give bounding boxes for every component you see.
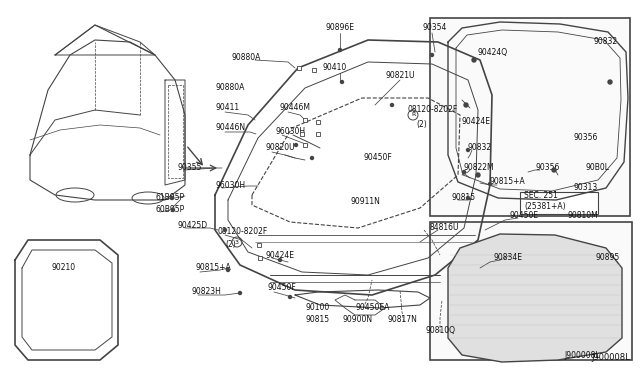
Bar bbox=[258, 256, 262, 260]
Text: 90815+A: 90815+A bbox=[490, 177, 525, 186]
Circle shape bbox=[472, 58, 476, 62]
Text: J900008L: J900008L bbox=[591, 353, 630, 362]
Text: 90821U: 90821U bbox=[385, 71, 415, 80]
Text: 90450F: 90450F bbox=[267, 283, 296, 292]
Bar bbox=[316, 120, 320, 124]
Text: 60B95P: 60B95P bbox=[155, 205, 184, 215]
Bar bbox=[430, 18, 630, 216]
Text: 90832: 90832 bbox=[594, 38, 618, 46]
Text: 90411: 90411 bbox=[215, 103, 239, 112]
Bar bbox=[257, 243, 261, 247]
Bar bbox=[520, 192, 598, 214]
Circle shape bbox=[467, 196, 470, 199]
Text: 08120-8202F: 08120-8202F bbox=[218, 228, 268, 237]
Text: 90815+A: 90815+A bbox=[195, 263, 231, 273]
Circle shape bbox=[608, 80, 612, 84]
Text: 90896E: 90896E bbox=[326, 23, 355, 32]
Bar bbox=[303, 118, 307, 122]
Text: 90100: 90100 bbox=[306, 304, 330, 312]
Text: 90815: 90815 bbox=[306, 315, 330, 324]
Text: 90B0L: 90B0L bbox=[585, 164, 609, 173]
Text: 90834E: 90834E bbox=[494, 253, 523, 263]
Circle shape bbox=[467, 148, 470, 151]
Polygon shape bbox=[448, 234, 622, 362]
Text: 61B95P: 61B95P bbox=[155, 193, 184, 202]
Text: 90822M: 90822M bbox=[464, 164, 495, 173]
Text: 90880A: 90880A bbox=[232, 54, 261, 62]
Circle shape bbox=[278, 259, 282, 262]
Text: 90817N: 90817N bbox=[387, 315, 417, 324]
Circle shape bbox=[289, 295, 291, 298]
Circle shape bbox=[170, 196, 173, 199]
Circle shape bbox=[227, 269, 230, 272]
Bar bbox=[303, 143, 307, 147]
Circle shape bbox=[310, 157, 314, 160]
Text: 90425D: 90425D bbox=[178, 221, 208, 230]
Circle shape bbox=[464, 103, 468, 107]
Bar bbox=[430, 222, 632, 360]
Text: 90895: 90895 bbox=[596, 253, 620, 263]
Circle shape bbox=[552, 168, 556, 172]
Text: 08120-8202F: 08120-8202F bbox=[408, 106, 458, 115]
Text: 90450E: 90450E bbox=[510, 211, 539, 219]
Text: (2): (2) bbox=[225, 241, 236, 250]
Circle shape bbox=[390, 103, 394, 106]
Bar bbox=[316, 132, 320, 136]
Text: 90210: 90210 bbox=[52, 263, 76, 273]
Text: 90450EA: 90450EA bbox=[356, 304, 390, 312]
Text: 96030H: 96030H bbox=[275, 126, 305, 135]
Text: R: R bbox=[411, 112, 415, 118]
Text: 90424E: 90424E bbox=[265, 250, 294, 260]
Text: J900008L: J900008L bbox=[564, 350, 600, 359]
Text: 90410: 90410 bbox=[323, 64, 347, 73]
Text: 90424Q: 90424Q bbox=[478, 48, 508, 57]
Text: 96030H: 96030H bbox=[215, 180, 245, 189]
Circle shape bbox=[488, 183, 492, 186]
Text: 90356: 90356 bbox=[573, 134, 597, 142]
Circle shape bbox=[463, 170, 465, 173]
Circle shape bbox=[340, 80, 344, 83]
Circle shape bbox=[172, 208, 175, 212]
Bar bbox=[300, 132, 304, 136]
Text: 90820U: 90820U bbox=[265, 144, 294, 153]
Text: 90832: 90832 bbox=[468, 144, 492, 153]
Text: 90450F: 90450F bbox=[364, 154, 392, 163]
Text: 90354: 90354 bbox=[423, 23, 447, 32]
Circle shape bbox=[294, 144, 298, 147]
Text: 90911N: 90911N bbox=[350, 198, 380, 206]
Text: 90880A: 90880A bbox=[215, 83, 244, 93]
Text: 90900N: 90900N bbox=[343, 315, 373, 324]
Circle shape bbox=[339, 48, 342, 51]
Text: 90424E: 90424E bbox=[462, 118, 491, 126]
Circle shape bbox=[223, 228, 227, 231]
Text: 84816U: 84816U bbox=[430, 224, 460, 232]
Circle shape bbox=[476, 173, 480, 177]
Text: 90815: 90815 bbox=[452, 193, 476, 202]
Text: 90446N: 90446N bbox=[215, 124, 245, 132]
Text: 90356: 90356 bbox=[535, 164, 559, 173]
Text: 90355: 90355 bbox=[178, 164, 202, 173]
Text: 3: 3 bbox=[235, 240, 239, 244]
Bar bbox=[312, 68, 316, 72]
Text: SEC. 251: SEC. 251 bbox=[524, 190, 558, 199]
Bar bbox=[297, 66, 301, 70]
Text: 90810Q: 90810Q bbox=[425, 326, 455, 334]
Text: (2): (2) bbox=[416, 119, 427, 128]
Text: 90823H: 90823H bbox=[191, 288, 221, 296]
Text: 90313: 90313 bbox=[573, 183, 597, 192]
Circle shape bbox=[239, 292, 241, 295]
Text: 90446M: 90446M bbox=[280, 103, 311, 112]
Text: (25381+A): (25381+A) bbox=[524, 202, 566, 212]
Text: 90810M: 90810M bbox=[568, 211, 599, 219]
Circle shape bbox=[431, 54, 433, 57]
